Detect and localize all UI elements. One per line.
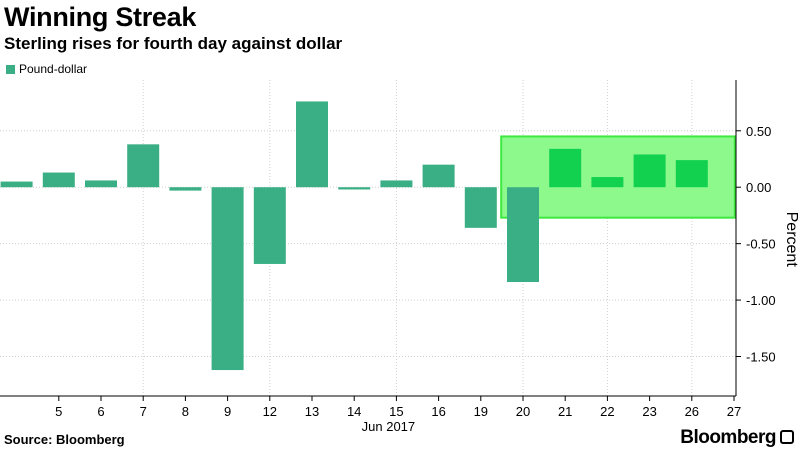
x-tick-label: 14 xyxy=(347,404,361,419)
x-tick-label: 23 xyxy=(642,404,656,419)
x-tick-label: 20 xyxy=(516,404,530,419)
bar xyxy=(42,172,75,188)
y-axis-label: Percent xyxy=(783,212,800,268)
x-tick-label: 6 xyxy=(97,404,104,419)
bar xyxy=(675,160,708,188)
brand-logo: Bloomberg xyxy=(680,427,776,448)
legend: Pound-dollar xyxy=(6,62,87,76)
x-tick-label: 15 xyxy=(389,404,403,419)
bar xyxy=(296,101,328,188)
bar xyxy=(85,180,117,188)
x-tick-label: 13 xyxy=(305,404,319,419)
bar xyxy=(464,187,497,228)
bar xyxy=(507,187,539,283)
chart-subtitle: Sterling rises for fourth day against do… xyxy=(4,34,343,53)
x-tick-label: 16 xyxy=(431,404,445,419)
bar xyxy=(338,187,371,190)
y-tick-label: -1.00 xyxy=(746,293,776,308)
bar xyxy=(127,144,160,188)
bar xyxy=(169,187,202,191)
bar xyxy=(549,148,582,188)
chart-title: Winning Streak xyxy=(4,2,197,32)
legend-label: Pound-dollar xyxy=(19,62,88,76)
y-tick-label: 0.50 xyxy=(746,124,771,139)
x-tick-label: 8 xyxy=(182,404,189,419)
y-tick-label: 0.00 xyxy=(746,180,771,195)
y-tick-label: -1.50 xyxy=(746,350,776,365)
bar xyxy=(211,187,244,371)
x-tick-label: 21 xyxy=(558,404,572,419)
x-tick-label: 9 xyxy=(224,404,231,419)
x-tick-label: 12 xyxy=(263,404,277,419)
bar xyxy=(0,181,33,188)
bar xyxy=(422,164,455,188)
bar xyxy=(380,180,413,188)
x-tick-label: 27 xyxy=(727,404,741,419)
bar xyxy=(633,154,666,188)
bar xyxy=(253,187,286,264)
source-note: Source: Bloomberg xyxy=(4,432,125,447)
x-tick-label: 26 xyxy=(685,404,699,419)
x-tick-label: 5 xyxy=(55,404,62,419)
x-axis-label: Jun 2017 xyxy=(362,419,416,434)
brand-mark-icon xyxy=(780,430,794,444)
x-tick-label: 22 xyxy=(600,404,614,419)
bar xyxy=(591,177,624,188)
legend-swatch xyxy=(6,64,15,74)
x-tick-label: 7 xyxy=(140,404,147,419)
x-tick-label: 19 xyxy=(474,404,488,419)
y-tick-label: -0.50 xyxy=(746,237,776,252)
